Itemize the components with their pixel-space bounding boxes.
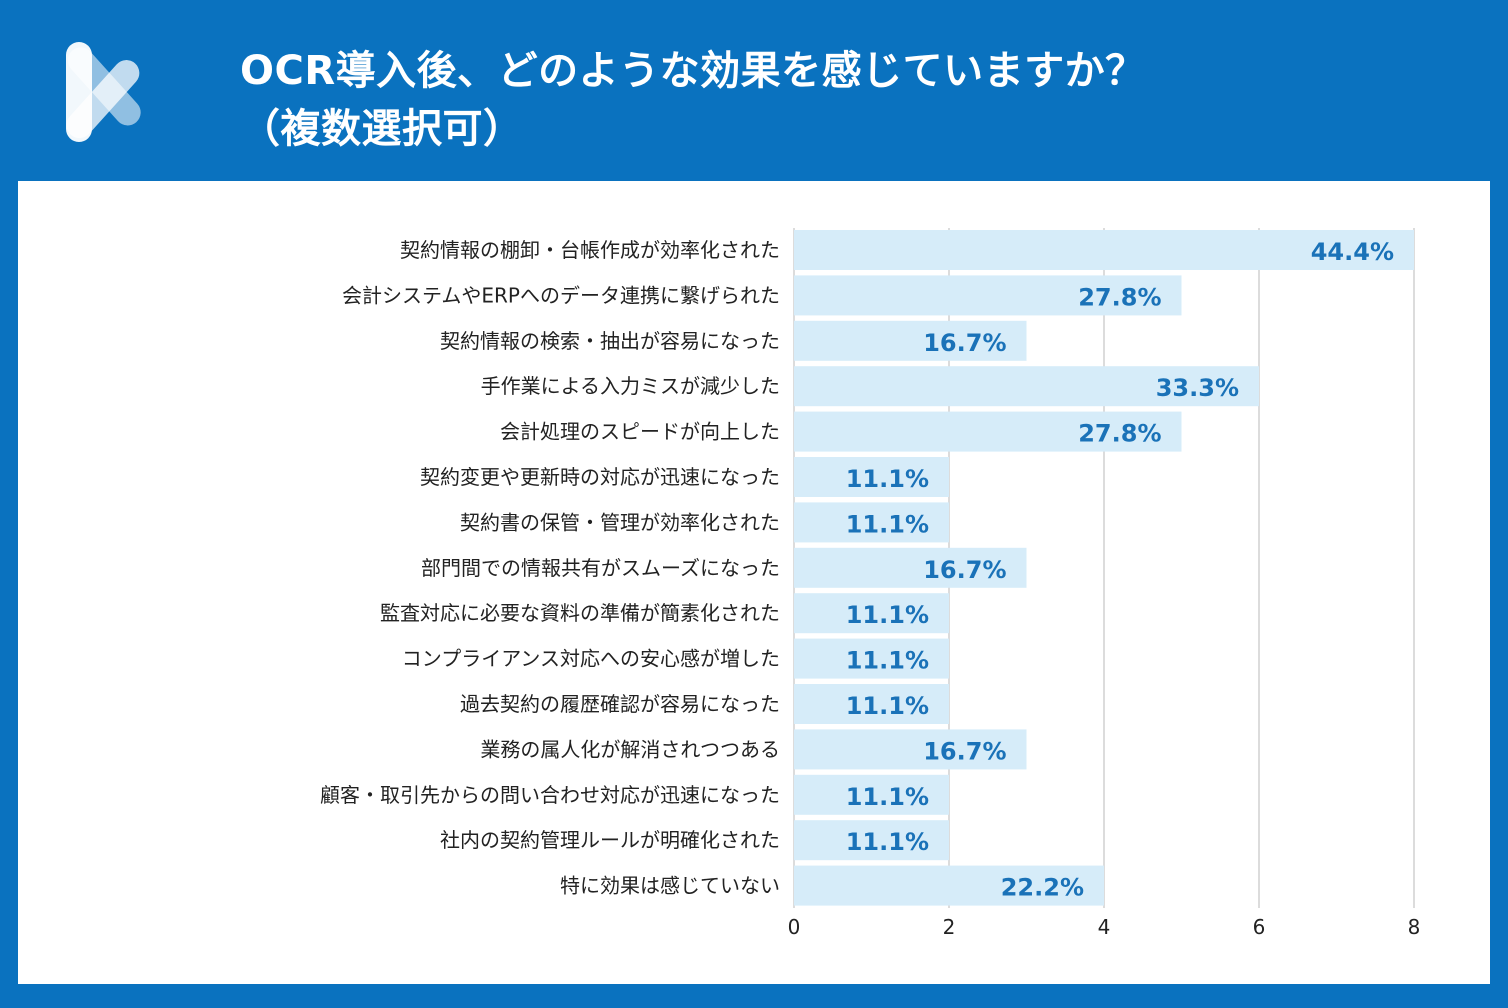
data-label: 11.1% [846, 510, 929, 538]
category-label: 会計処理のスピードが向上した [500, 420, 780, 444]
category-label: 特に効果は感じていない [560, 874, 780, 898]
bar [794, 411, 1182, 452]
category-label: 業務の属人化が解消されつつある [480, 737, 780, 761]
bar [794, 820, 949, 861]
data-label: 11.1% [846, 692, 929, 720]
data-label: 44.4% [1311, 238, 1394, 266]
bar [794, 729, 1027, 770]
category-label: 契約変更や更新時の対応が迅速になった [420, 465, 780, 489]
data-label: 33.3% [1156, 374, 1239, 402]
page-subtitle: （複数選択可） [240, 106, 524, 152]
bar [794, 502, 949, 543]
category-label: 社内の契約管理ルールが明確化された [440, 828, 780, 852]
bar [794, 638, 949, 679]
data-label: 11.1% [846, 828, 929, 856]
bar [794, 366, 1259, 407]
category-label: 顧客・取引先からの問い合わせ対応が迅速になった [320, 783, 780, 807]
data-label: 22.2% [1001, 874, 1084, 902]
category-label: 部門間での情報共有がスムーズになった [421, 556, 780, 580]
category-label: 会計システムやERPへのデータ連携に繋げられた [342, 283, 780, 307]
bar [794, 593, 949, 634]
data-label: 27.8% [1078, 420, 1161, 448]
bar [794, 684, 949, 724]
category-label: 過去契約の履歴確認が容易になった [460, 692, 780, 716]
data-label: 16.7% [923, 329, 1006, 357]
category-label: 監査対応に必要な資料の準備が簡素化された [380, 601, 780, 625]
bar [794, 457, 949, 497]
category-label: コンプライアンス対応への安心感が増した [402, 647, 780, 671]
data-label: 16.7% [923, 556, 1006, 584]
data-label: 11.1% [846, 647, 929, 675]
bar [794, 230, 1414, 270]
bar [794, 275, 1182, 316]
data-label: 11.1% [846, 783, 929, 811]
page-title: OCR導入後、どのような効果を感じていますか？ [240, 48, 1146, 94]
category-label: 手作業による入力ミスが減少した [481, 374, 780, 398]
category-label: 契約書の保管・管理が効率化された [460, 510, 780, 534]
data-label: 11.1% [846, 465, 929, 493]
logo-icon [66, 42, 141, 142]
bar [794, 774, 949, 815]
bar [794, 865, 1104, 906]
chart-panel [18, 181, 1490, 984]
data-label: 11.1% [846, 601, 929, 629]
bar [794, 547, 1027, 588]
x-tick-label: 0 [788, 915, 801, 939]
category-label: 契約情報の検索・抽出が容易になった [440, 329, 780, 353]
x-tick-label: 4 [1098, 915, 1111, 939]
data-label: 27.8% [1078, 283, 1161, 311]
x-tick-label: 6 [1253, 915, 1266, 939]
bar [794, 320, 1027, 361]
x-tick-label: 8 [1408, 915, 1421, 939]
header: OCR導入後、どのような効果を感じていますか？ （複数選択可） [0, 0, 1508, 180]
x-tick-label: 2 [943, 915, 956, 939]
category-label: 契約情報の棚卸・台帳作成が効率化された [400, 238, 780, 262]
data-label: 16.7% [923, 737, 1006, 765]
